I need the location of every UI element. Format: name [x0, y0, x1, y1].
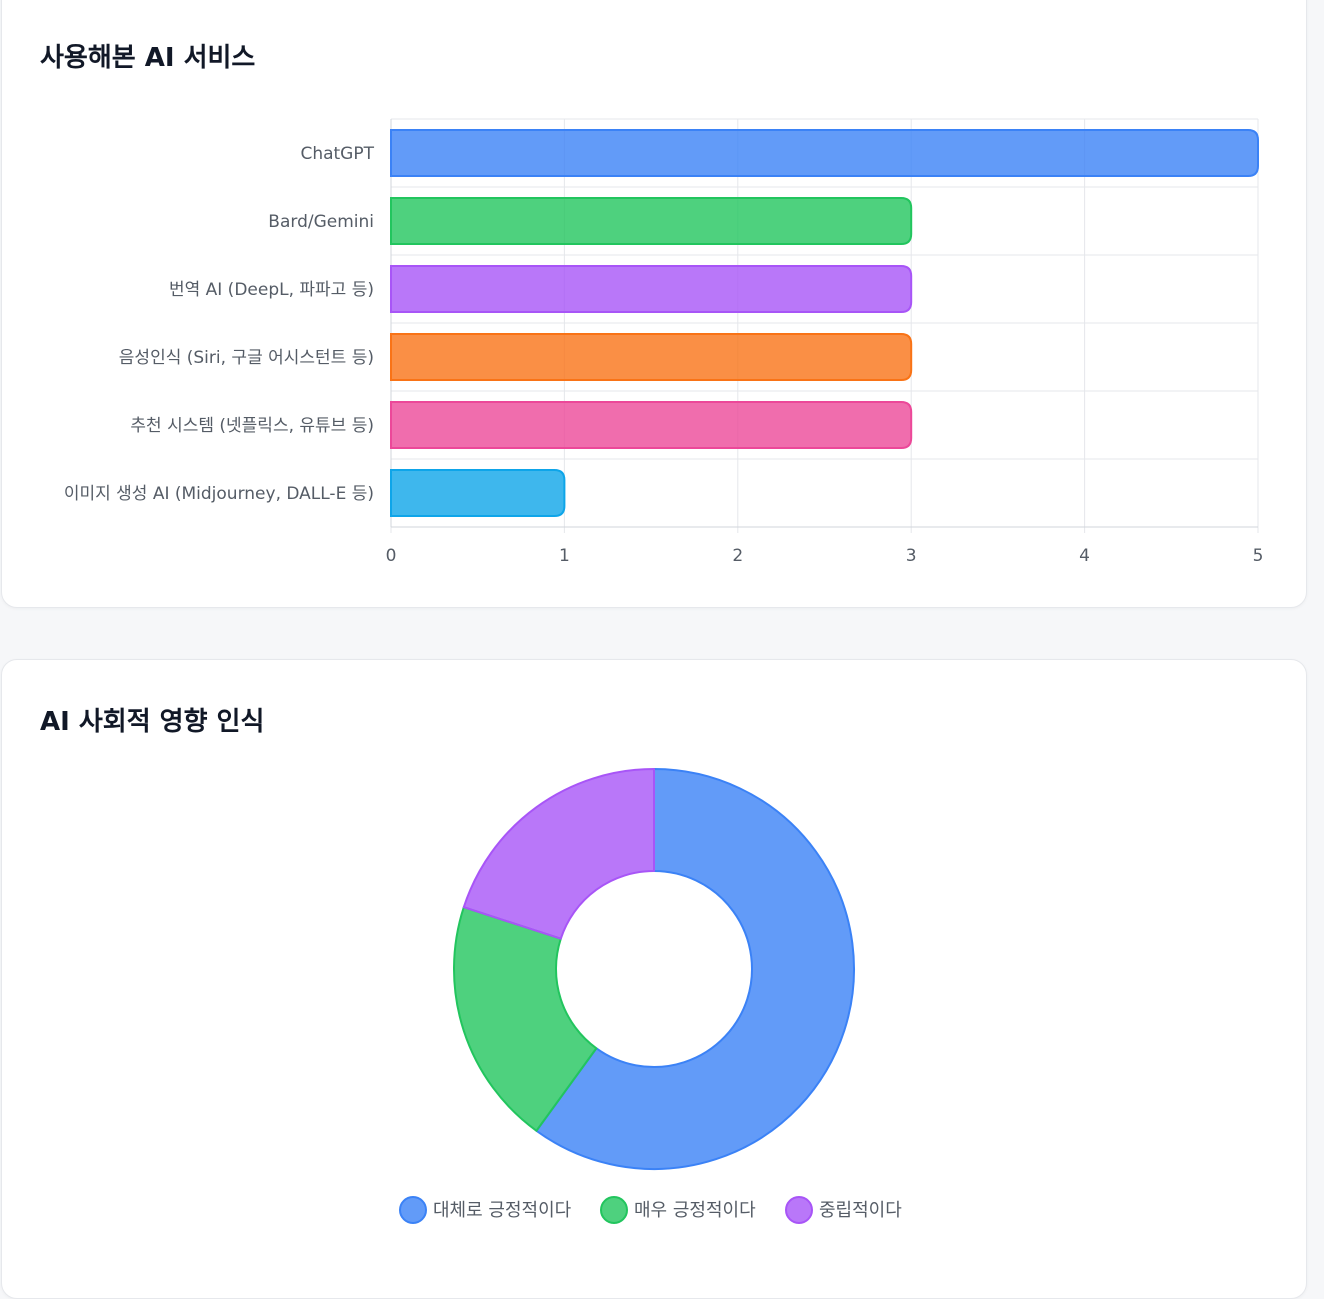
- donut-slice: [453, 906, 598, 1132]
- legend-label: 매우 긍정적이다: [634, 1200, 756, 1221]
- bar: [390, 197, 913, 245]
- category-label: 이미지 생성 AI (Midjourney, DALL-E 등): [64, 484, 374, 504]
- category-label: 번역 AI (DeepL, 파파고 등): [169, 280, 374, 300]
- x-tick-label: 4: [1079, 546, 1090, 566]
- impact-chart-card: AI 사회적 영향 인식 대체로 긍정적이다 매우 긍정적이다 중립적이다: [1, 659, 1307, 1299]
- donut-legend: 대체로 긍정적이다 매우 긍정적이다 중립적이다: [399, 1196, 902, 1224]
- bar: [390, 469, 566, 517]
- x-tick-label: 1: [559, 546, 570, 566]
- impact-chart-title: AI 사회적 영향 인식: [40, 707, 265, 737]
- category-label: 음성인식 (Siri, 구글 어시스턴트 등): [119, 348, 374, 368]
- x-tick-label: 0: [386, 546, 397, 566]
- services-chart-title: 사용해본 AI 서비스: [40, 43, 256, 73]
- x-tick-label: 5: [1253, 546, 1264, 566]
- legend-swatch: [785, 1196, 813, 1224]
- category-label: ChatGPT: [300, 144, 374, 164]
- bar: [390, 401, 913, 449]
- legend-label: 중립적이다: [819, 1200, 902, 1221]
- x-tick-label: 2: [732, 546, 743, 566]
- donut-slice: [462, 768, 655, 940]
- x-tick-label: 3: [906, 546, 917, 566]
- services-chart-card: 사용해본 AI 서비스 ChatGPT Bard/Gemini 번역 AI (Dee…: [1, 0, 1307, 608]
- donut-slice: [535, 768, 855, 1170]
- bar: [390, 265, 913, 313]
- bar: [390, 333, 913, 381]
- category-label: Bard/Gemini: [268, 212, 374, 232]
- bar: [390, 129, 1259, 177]
- legend-swatch: [600, 1196, 628, 1224]
- bar-gridlines: [390, 118, 1259, 533]
- legend-swatch: [399, 1196, 427, 1224]
- legend-label: 대체로 긍정적이다: [433, 1200, 572, 1221]
- services-bar-chart: ChatGPT Bard/Gemini 번역 AI (DeepL, 파파고 등) 음성…: [64, 118, 1264, 566]
- impact-donut-chart: 대체로 긍정적이다 매우 긍정적이다 중립적이다: [399, 768, 902, 1224]
- category-label: 추천 시스템 (넷플릭스, 유튜브 등): [130, 416, 374, 436]
